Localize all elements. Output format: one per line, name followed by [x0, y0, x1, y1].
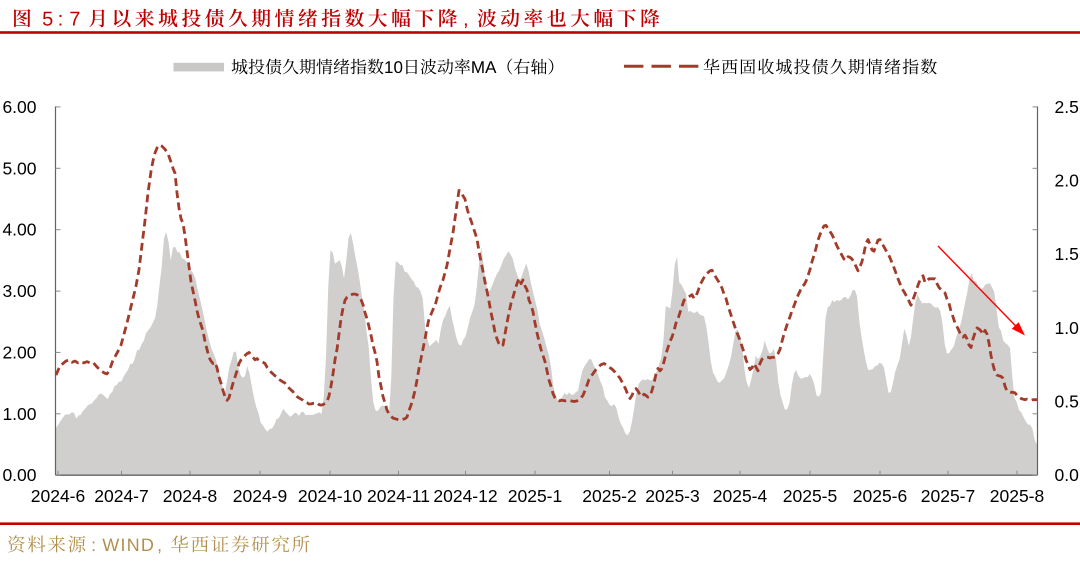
svg-text:2025-2: 2025-2	[582, 486, 637, 506]
svg-text:2.00: 2.00	[2, 342, 36, 362]
svg-text:2024-10: 2024-10	[298, 486, 362, 506]
svg-text:0.0: 0.0	[1055, 465, 1080, 485]
svg-text:3.00: 3.00	[2, 281, 36, 301]
svg-text:2025-8: 2025-8	[990, 486, 1045, 506]
svg-text:1.5: 1.5	[1055, 244, 1079, 264]
svg-text:2.5: 2.5	[1055, 97, 1079, 117]
svg-text:1.0: 1.0	[1055, 318, 1080, 338]
svg-text:2025-3: 2025-3	[645, 486, 700, 506]
svg-text:0.5: 0.5	[1055, 392, 1079, 412]
svg-text:4.00: 4.00	[2, 220, 36, 240]
svg-text:1.00: 1.00	[2, 404, 36, 424]
svg-text:2025-1: 2025-1	[508, 486, 563, 506]
svg-text:2025-4: 2025-4	[713, 486, 768, 506]
svg-text:2025-7: 2025-7	[921, 486, 976, 506]
svg-text:2024-12: 2024-12	[433, 486, 497, 506]
svg-text:2024-11: 2024-11	[367, 486, 430, 506]
svg-text:6.00: 6.00	[2, 97, 36, 117]
svg-text:2024-7: 2024-7	[94, 486, 149, 506]
svg-text:2024-9: 2024-9	[233, 486, 288, 506]
svg-text:2024-6: 2024-6	[31, 486, 86, 506]
svg-text:2024-8: 2024-8	[163, 486, 218, 506]
svg-text:2025-6: 2025-6	[853, 486, 908, 506]
svg-text:0.00: 0.00	[2, 465, 36, 485]
svg-text:2.0: 2.0	[1055, 171, 1080, 191]
svg-text:5.00: 5.00	[2, 158, 36, 178]
svg-text:2025-5: 2025-5	[783, 486, 838, 506]
